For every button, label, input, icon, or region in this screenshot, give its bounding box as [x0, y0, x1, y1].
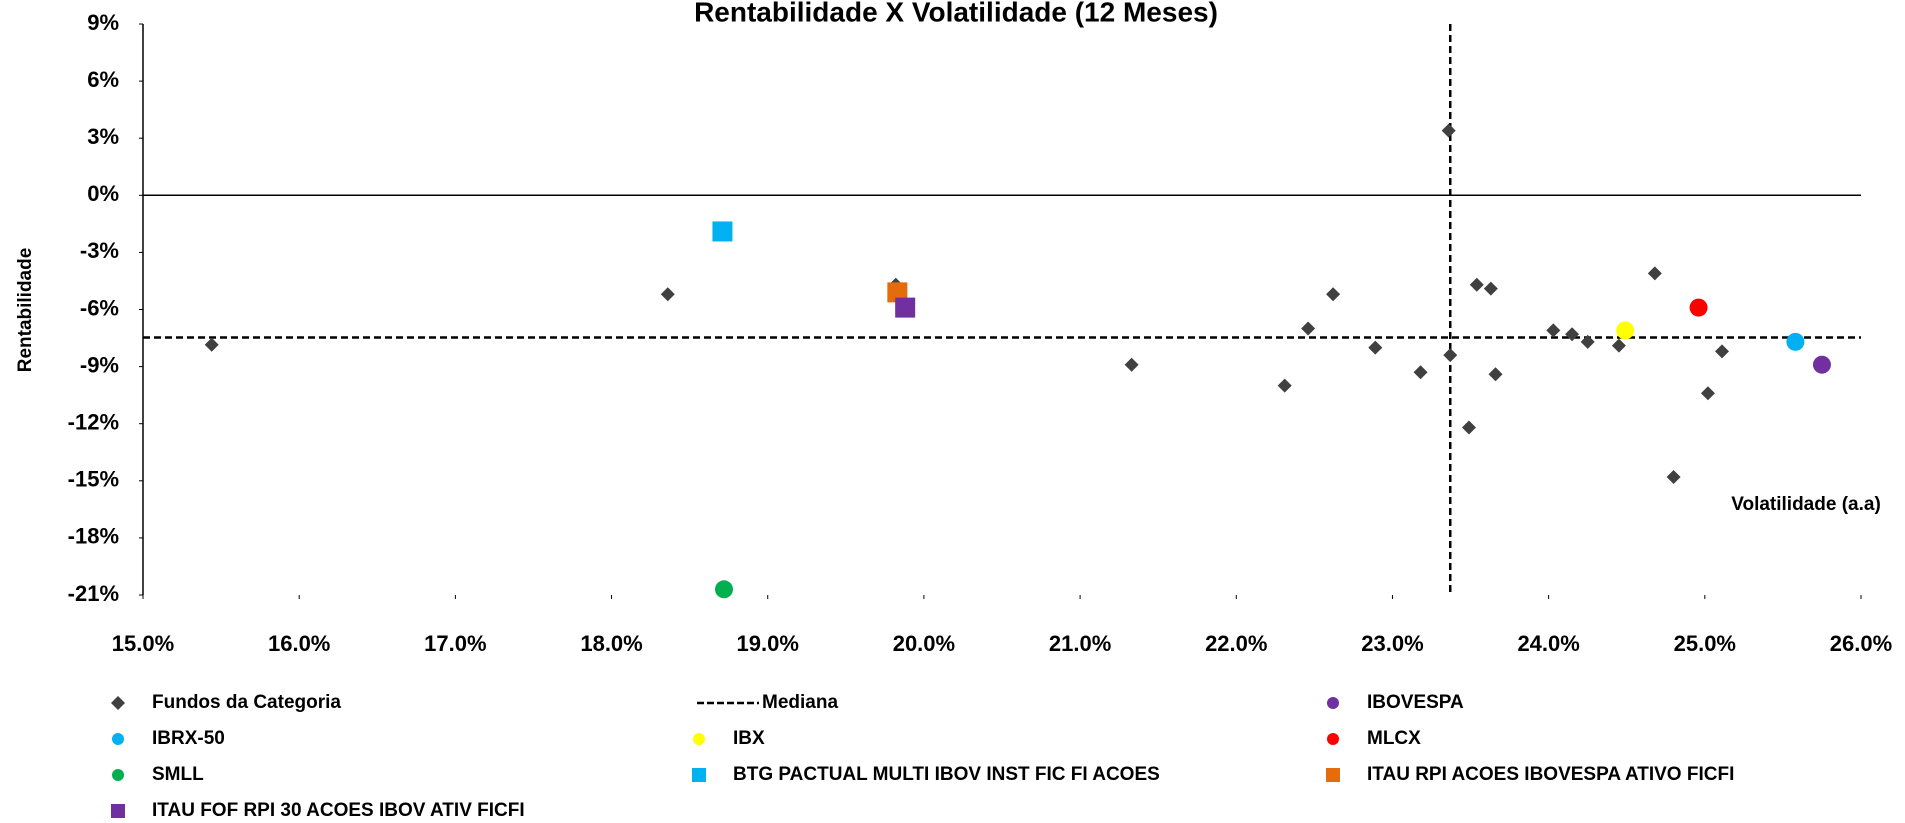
point [1812, 355, 1831, 374]
x-tick-label: 16.0% [268, 631, 330, 656]
legend-label: IBOVESPA [1367, 692, 1464, 713]
point [887, 282, 908, 303]
point [1580, 334, 1595, 349]
legend-label: SMLL [152, 764, 204, 785]
y-tick-label: 0% [87, 181, 119, 206]
x-tick-label: 22.0% [1205, 631, 1267, 656]
point [1546, 323, 1561, 338]
y-tick-label: -15% [68, 467, 119, 492]
point [714, 580, 733, 599]
x-axis-label: Volatilidade (a.a) [1731, 494, 1881, 515]
point [1666, 469, 1681, 484]
point [1326, 287, 1341, 302]
legend-marker [692, 768, 706, 782]
point [1700, 386, 1715, 401]
legend-label: Fundos da Categoria [152, 692, 341, 713]
x-tick-label: 17.0% [424, 631, 486, 656]
y-tick-label: -3% [80, 238, 119, 263]
point [1714, 344, 1729, 359]
y-tick-label: -18% [68, 524, 119, 549]
legend-label: ITAU RPI ACOES IBOVESPA ATIVO FICFI [1367, 764, 1734, 785]
point [1483, 281, 1498, 296]
point [1368, 340, 1383, 355]
legend-marker [1327, 697, 1339, 709]
point [1461, 420, 1476, 435]
point [660, 287, 675, 302]
point [712, 221, 733, 242]
y-tick-label: 3% [87, 124, 119, 149]
legend-label: BTG PACTUAL MULTI IBOV INST FIC FI ACOES [733, 764, 1160, 785]
y-tick-label: -9% [80, 352, 119, 377]
y-axis-label: Rentabilidade [15, 248, 36, 373]
point [895, 297, 916, 318]
point [1443, 348, 1458, 363]
point [1786, 332, 1805, 351]
x-tick-label: 24.0% [1517, 631, 1579, 656]
legend-marker [111, 696, 125, 710]
y-tick-label: 6% [87, 67, 119, 92]
point [1647, 266, 1662, 281]
legend-marker [693, 733, 705, 745]
legend-marker [1326, 768, 1340, 782]
point [1616, 321, 1635, 340]
x-tick-label: 25.0% [1674, 631, 1736, 656]
y-tick-label: -6% [80, 295, 119, 320]
legend-marker [112, 769, 124, 781]
chart-title: Rentabilidade X Volatilidade (12 Meses) [694, 0, 1218, 27]
legend-label: IBX [733, 728, 765, 749]
y-tick-label: 9% [87, 10, 119, 35]
point [1565, 327, 1580, 342]
point [1301, 321, 1316, 336]
legend-label: ITAU FOF RPI 30 ACOES IBOV ATIV FICFI [152, 800, 525, 821]
y-tick-label: -21% [68, 581, 119, 606]
x-tick-label: 19.0% [737, 631, 799, 656]
point [1488, 367, 1503, 382]
x-tick-label: 21.0% [1049, 631, 1111, 656]
point [1611, 338, 1626, 353]
legend-label: Mediana [762, 692, 838, 713]
x-tick-label: 20.0% [893, 631, 955, 656]
point [1441, 123, 1456, 138]
legend-marker [1327, 733, 1339, 745]
x-tick-label: 18.0% [580, 631, 642, 656]
point [1413, 365, 1428, 380]
x-tick-label: 26.0% [1830, 631, 1892, 656]
legend-marker [111, 804, 125, 818]
point [204, 337, 219, 352]
x-tick-label: 15.0% [112, 631, 174, 656]
legend-label: MLCX [1367, 728, 1421, 749]
point [1124, 357, 1139, 372]
y-tick-label: -12% [68, 410, 119, 435]
x-tick-label: 23.0% [1361, 631, 1423, 656]
point [1689, 298, 1708, 317]
legend-label: IBRX-50 [152, 728, 225, 749]
legend-marker [112, 733, 124, 745]
point [1469, 277, 1484, 292]
point [1277, 378, 1292, 393]
